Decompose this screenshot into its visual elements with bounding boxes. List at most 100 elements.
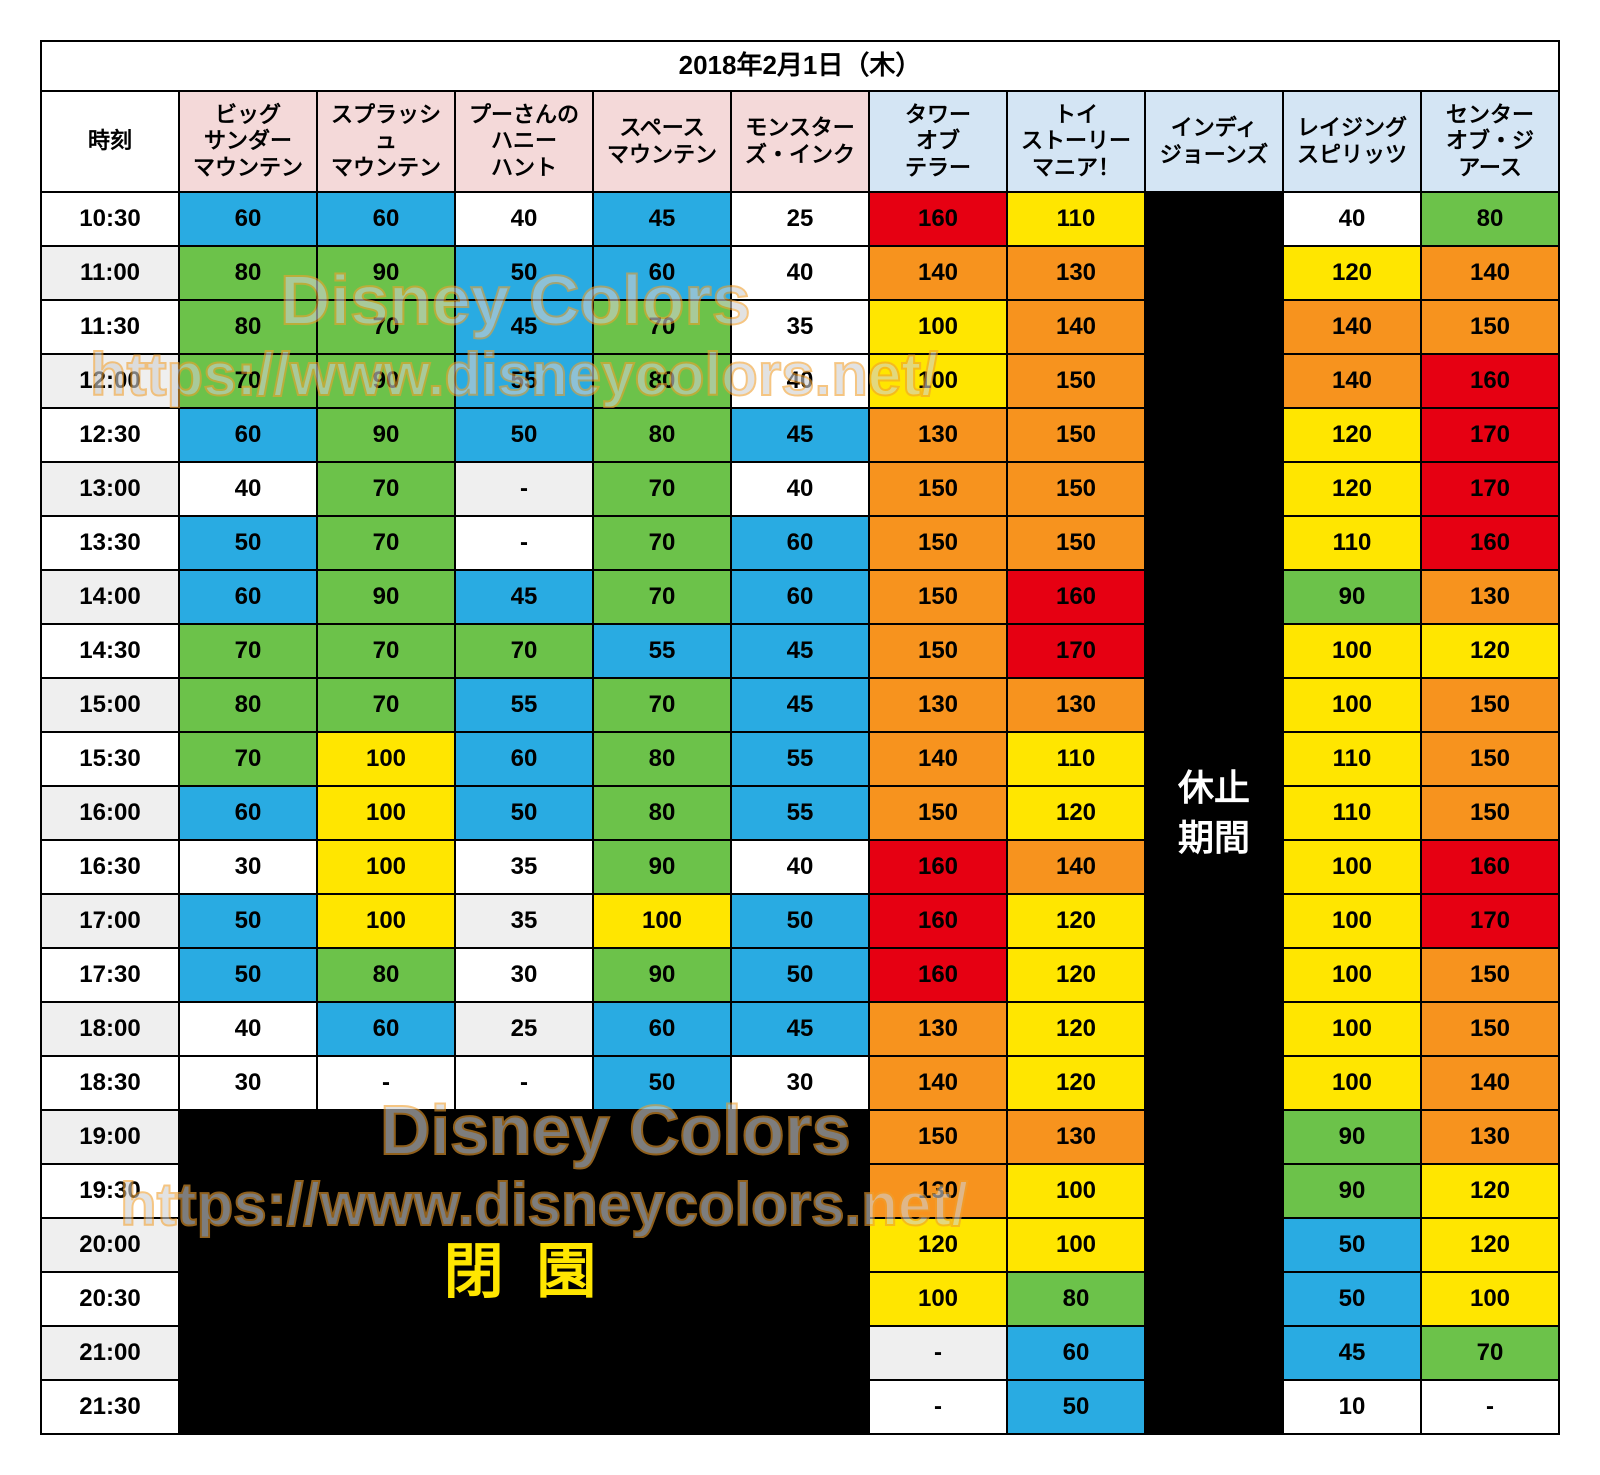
wait-cell: 120 — [1007, 894, 1145, 948]
wait-cell: - — [317, 1056, 455, 1110]
wait-cell: 50 — [179, 894, 317, 948]
time-cell: 11:00 — [41, 246, 179, 300]
wait-cell: 50 — [455, 246, 593, 300]
wait-cell: 100 — [1283, 1002, 1421, 1056]
wait-cell: 45 — [731, 678, 869, 732]
wait-cell: 150 — [869, 624, 1007, 678]
wait-cell: 130 — [1007, 1110, 1145, 1164]
col-head-center: センターオブ・ジアース — [1421, 91, 1559, 192]
wait-cell: 80 — [593, 786, 731, 840]
table-row: 19:00閉 園15013090130 — [41, 1110, 1559, 1164]
wait-cell: - — [455, 516, 593, 570]
wait-cell: 90 — [1283, 1164, 1421, 1218]
table-row: 17:00501003510050160120100170 — [41, 894, 1559, 948]
wait-cell: 130 — [1007, 678, 1145, 732]
col-head-tower: タワーオブテラー — [869, 91, 1007, 192]
wait-cell: 140 — [1007, 840, 1145, 894]
wait-cell: 50 — [731, 948, 869, 1002]
table-row: 13:004070-7040150150120170 — [41, 462, 1559, 516]
wait-cell: 100 — [1007, 1218, 1145, 1272]
wait-cell: 50 — [731, 894, 869, 948]
wait-cell: 70 — [317, 516, 455, 570]
wait-cell: 90 — [317, 408, 455, 462]
wait-cell: 130 — [869, 678, 1007, 732]
suspended-label: 休止期間 — [1148, 763, 1280, 864]
table-row: 16:3030100359040160140100160 — [41, 840, 1559, 894]
table-row: 10:306060404525160110休止期間4080 — [41, 192, 1559, 246]
wait-cell: 45 — [455, 300, 593, 354]
wait-cell: 100 — [593, 894, 731, 948]
wait-cell: 60 — [179, 786, 317, 840]
table-row: 18:004060256045130120100150 — [41, 1002, 1559, 1056]
wait-cell: 30 — [179, 840, 317, 894]
wait-cell: - — [455, 462, 593, 516]
table-row: 11:308070457035100140140150 — [41, 300, 1559, 354]
wait-cell: 140 — [1283, 354, 1421, 408]
table-row: 11:008090506040140130120140 — [41, 246, 1559, 300]
wait-cell: 80 — [179, 678, 317, 732]
wait-cell: 140 — [869, 246, 1007, 300]
wait-cell: 10 — [1283, 1380, 1421, 1434]
wait-cell: 120 — [1421, 1164, 1559, 1218]
wait-cell: 90 — [1283, 1110, 1421, 1164]
time-cell: 15:30 — [41, 732, 179, 786]
wait-cell: 70 — [317, 624, 455, 678]
wait-cell: 130 — [869, 1164, 1007, 1218]
wait-cell: 40 — [731, 840, 869, 894]
table-row: 14:00609045706015016090130 — [41, 570, 1559, 624]
wait-cell: 80 — [1007, 1272, 1145, 1326]
wait-cell: 50 — [1007, 1380, 1145, 1434]
wait-cell: 50 — [593, 1056, 731, 1110]
time-cell: 14:00 — [41, 570, 179, 624]
wait-cell: 150 — [1007, 408, 1145, 462]
wait-cell: 60 — [455, 732, 593, 786]
wait-cell: 130 — [869, 1002, 1007, 1056]
wait-cell: 35 — [455, 894, 593, 948]
wait-cell: 140 — [1421, 246, 1559, 300]
wait-cell: 70 — [455, 624, 593, 678]
wait-cell: 70 — [179, 732, 317, 786]
wait-cell: 30 — [455, 948, 593, 1002]
wait-cell: 150 — [869, 516, 1007, 570]
wait-cell: 60 — [179, 408, 317, 462]
wait-cell: 60 — [179, 192, 317, 246]
wait-cell: 45 — [731, 408, 869, 462]
wait-cell: 120 — [1007, 1002, 1145, 1056]
wait-cell: 25 — [731, 192, 869, 246]
wait-cell: 100 — [317, 894, 455, 948]
wait-cell: 60 — [731, 570, 869, 624]
wait-cell: 25 — [455, 1002, 593, 1056]
wait-cell: 80 — [593, 354, 731, 408]
wait-cell: 100 — [1283, 948, 1421, 1002]
wait-cell: 45 — [731, 1002, 869, 1056]
table-row: 18:3030--5030140120100140 — [41, 1056, 1559, 1110]
wait-cell: 60 — [179, 570, 317, 624]
wait-cell: 90 — [593, 840, 731, 894]
wait-cell: 40 — [179, 462, 317, 516]
wait-cell: 130 — [869, 408, 1007, 462]
time-cell: 17:00 — [41, 894, 179, 948]
wait-cell: 100 — [869, 1272, 1007, 1326]
table-row: 15:3070100608055140110110150 — [41, 732, 1559, 786]
wait-cell: 150 — [1007, 462, 1145, 516]
col-head-btm: ビッグサンダーマウンテン — [179, 91, 317, 192]
wait-cell: 150 — [1421, 786, 1559, 840]
wait-cell: 40 — [731, 462, 869, 516]
wait-cell: 120 — [1421, 624, 1559, 678]
wait-cell: 100 — [1421, 1272, 1559, 1326]
wait-cell: 150 — [869, 570, 1007, 624]
wait-cell: 70 — [593, 300, 731, 354]
wait-cell: 120 — [1283, 462, 1421, 516]
wait-cell: 130 — [1421, 570, 1559, 624]
table-title: 2018年2月1日（木） — [41, 41, 1559, 91]
closed-cell: 閉 園 — [179, 1110, 869, 1434]
wait-cell: 80 — [179, 300, 317, 354]
wait-cell: 110 — [1283, 516, 1421, 570]
wait-cell: 80 — [593, 408, 731, 462]
wait-cell: 160 — [1007, 570, 1145, 624]
wait-cell: 100 — [317, 732, 455, 786]
wait-cell: 160 — [869, 192, 1007, 246]
col-head-raging: レイジングスピリッツ — [1283, 91, 1421, 192]
wait-cell: 70 — [179, 354, 317, 408]
table-row: 16:0060100508055150120110150 — [41, 786, 1559, 840]
